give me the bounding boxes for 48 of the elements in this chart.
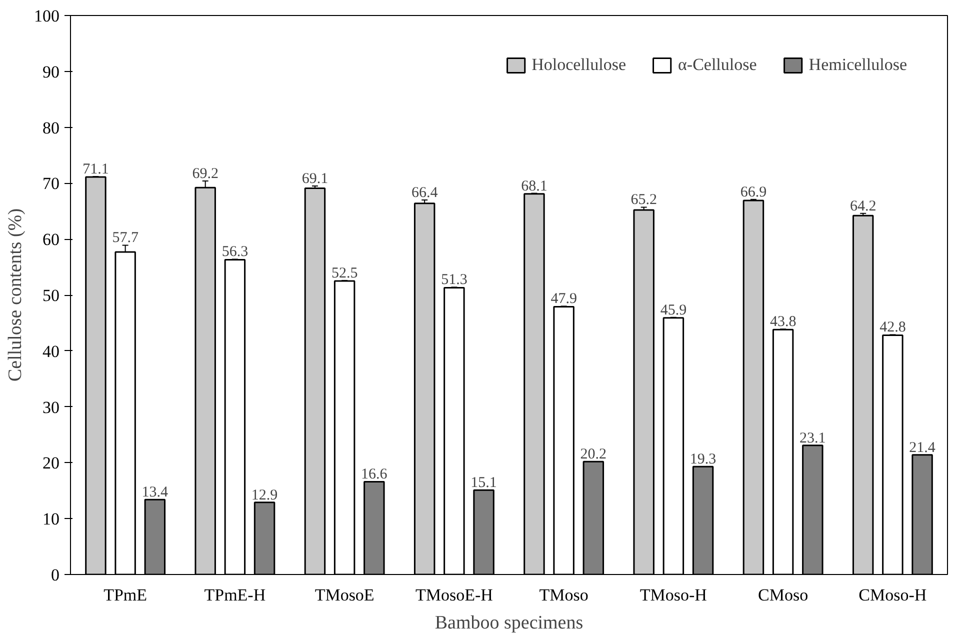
legend-label: Holocellulose <box>532 55 626 75</box>
legend-label: α-Cellulose <box>678 55 757 75</box>
y-tick-label: 60 <box>42 230 60 250</box>
y-tick-label: 10 <box>42 510 60 529</box>
legend-label: Hemicellulose <box>808 55 907 75</box>
x-tick-label: TMosoE-H <box>415 586 493 604</box>
data-label: 51.3 <box>441 272 468 288</box>
y-tick-label: 50 <box>42 286 60 305</box>
data-label: 43.8 <box>770 314 796 330</box>
y-tick-label: 0 <box>51 566 60 584</box>
data-label: 69.2 <box>192 166 218 182</box>
x-tick-label: TMosoE <box>314 586 374 604</box>
data-label: 66.4 <box>411 184 438 201</box>
data-label: 69.1 <box>302 170 328 187</box>
data-label: 15.1 <box>470 475 497 492</box>
data-label: 66.9 <box>740 184 767 200</box>
data-label: 71.1 <box>82 161 109 178</box>
data-label: 47.9 <box>550 291 577 308</box>
data-label: 16.6 <box>361 466 388 483</box>
x-tick-label: CMoso-H <box>858 586 927 604</box>
data-label: 45.9 <box>660 302 687 318</box>
x-tick-label: TPmE-H <box>204 586 266 604</box>
y-axis-title: Cellulose contents (%) <box>5 208 26 382</box>
y-tick-label: 90 <box>42 62 60 82</box>
x-tick-label: TPmE <box>104 586 148 604</box>
data-label: 68.1 <box>521 178 548 194</box>
y-tick-label: 80 <box>42 118 60 138</box>
y-tick-label: 20 <box>42 454 60 473</box>
x-tick-label: TMoso <box>539 586 588 604</box>
data-label: 12.9 <box>251 487 278 504</box>
y-tick-label: 100 <box>34 6 60 26</box>
data-label: 19.3 <box>690 452 716 468</box>
data-label: 23.1 <box>800 430 826 446</box>
data-label: 56.3 <box>222 244 248 260</box>
data-label: 20.2 <box>580 446 607 463</box>
y-tick-label: 70 <box>42 174 60 194</box>
x-tick-label: TMoso-H <box>640 586 707 604</box>
data-label: 52.5 <box>331 265 358 282</box>
data-label: 57.7 <box>112 230 139 246</box>
x-axis-title: Bamboo specimens <box>434 612 584 634</box>
x-tick-label: CMoso <box>758 586 808 604</box>
data-label: 13.4 <box>142 484 169 501</box>
data-label: 21.4 <box>909 440 936 456</box>
data-label: 64.2 <box>850 198 876 214</box>
y-tick-label: 30 <box>42 398 60 417</box>
y-tick-label: 40 <box>42 342 60 361</box>
data-label: 42.8 <box>880 320 906 336</box>
data-label: 65.2 <box>630 192 657 208</box>
